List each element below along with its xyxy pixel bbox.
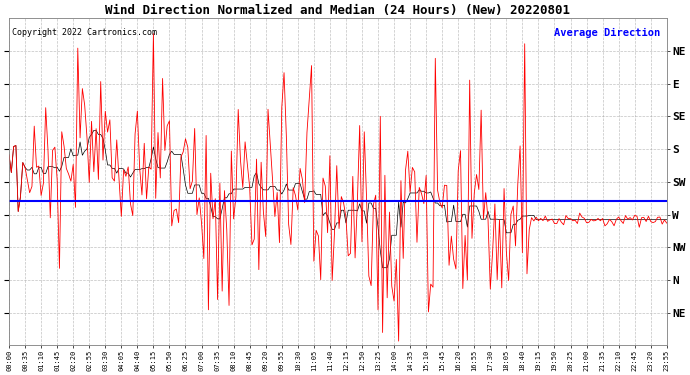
Title: Wind Direction Normalized and Median (24 Hours) (New) 20220801: Wind Direction Normalized and Median (24… [106,4,571,17]
Text: Average Direction: Average Direction [554,28,660,38]
Text: Copyright 2022 Cartronics.com: Copyright 2022 Cartronics.com [12,28,157,37]
